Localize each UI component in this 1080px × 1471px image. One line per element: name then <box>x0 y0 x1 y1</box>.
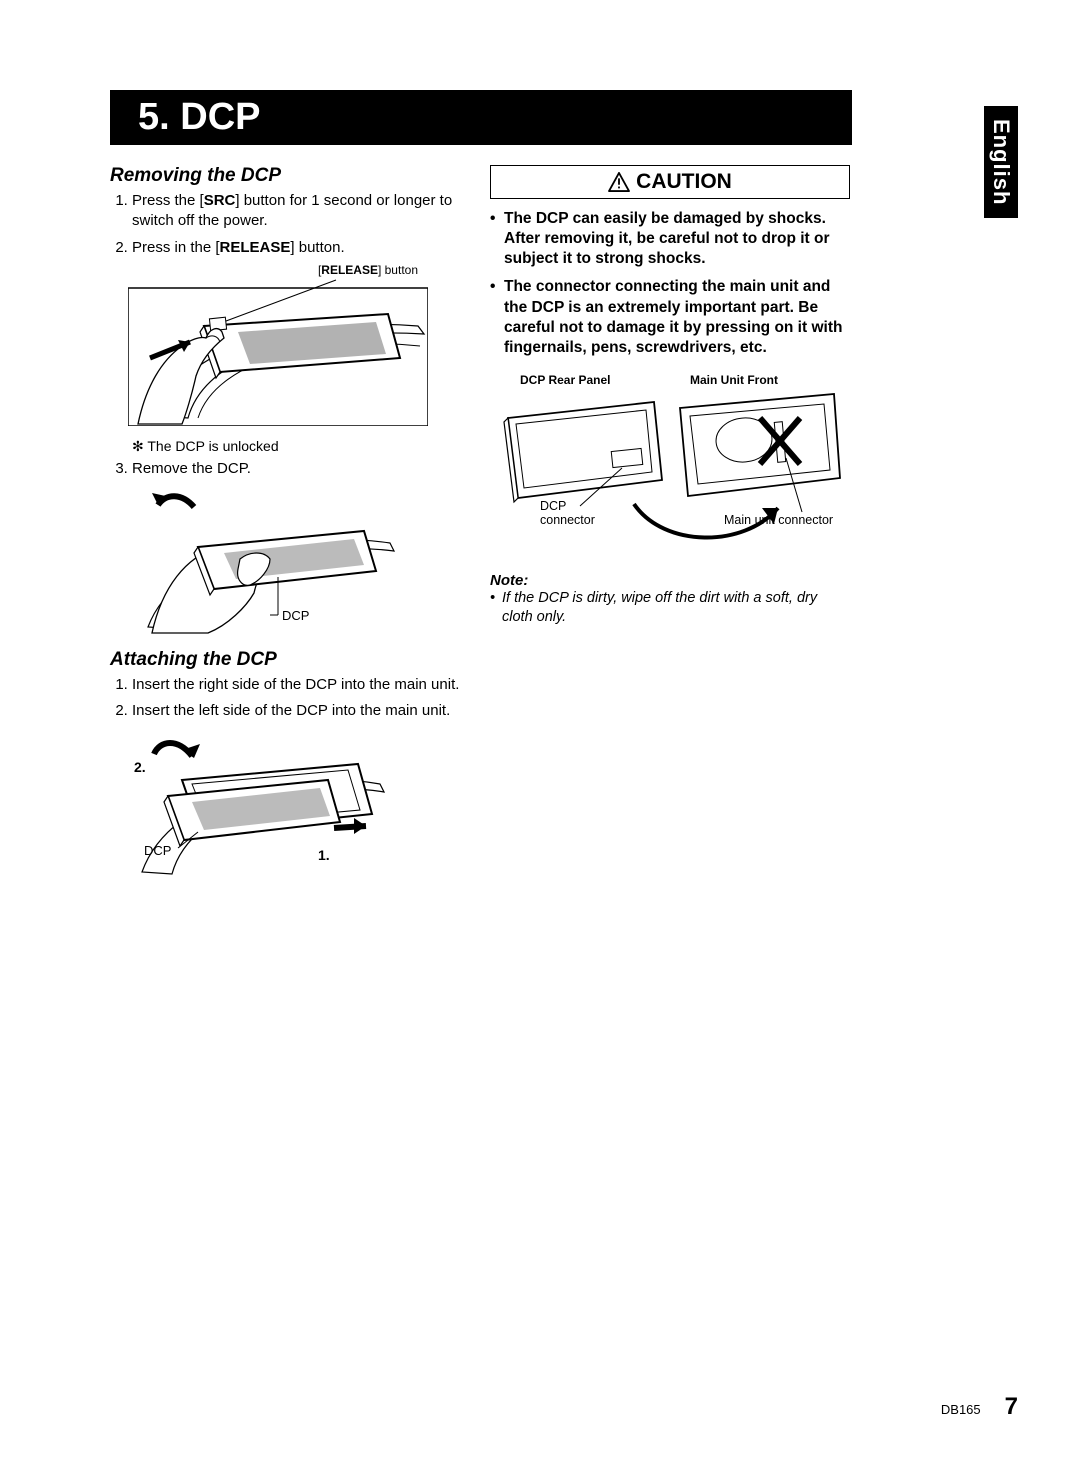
att-step-2: Insert the left side of the DCP into the… <box>132 701 460 721</box>
section-header: 5. DCP <box>110 90 852 145</box>
attaching-steps: Insert the right side of the DCP into th… <box>110 675 460 722</box>
page-number: 7 <box>1005 1393 1018 1421</box>
removing-steps: Press the [SRC] button for 1 second or l… <box>110 191 460 258</box>
caution-list: The DCP can easily be damaged by shocks.… <box>490 209 850 358</box>
caution-item-1: The DCP can easily be damaged by shocks.… <box>490 209 850 269</box>
rear-panel-label: DCP Rear Panel <box>520 374 611 387</box>
note-body: If the DCP is dirty, wipe off the dirt w… <box>490 589 850 627</box>
step-1: Press the [SRC] button for 1 second or l… <box>132 191 460 232</box>
caution-item-2: The connector connecting the main unit a… <box>490 277 850 358</box>
right-column: CAUTION The DCP can easily be damaged by… <box>490 165 850 892</box>
step-2: Press in the [RELEASE] button. <box>132 238 460 258</box>
att-step-1: Insert the right side of the DCP into th… <box>132 675 460 695</box>
release-illustration <box>128 266 428 426</box>
fig3-num2: 2. <box>134 760 146 775</box>
figure-release: [RELEASE] button <box>128 266 428 426</box>
page-content: 5. DCP Removing the DCP Press the [SRC] … <box>0 0 1080 1471</box>
remove-illustration <box>128 487 398 637</box>
text: ] button. <box>290 239 344 256</box>
release-label: RELEASE <box>321 263 378 277</box>
src-label: SRC <box>204 192 236 209</box>
text: Press the [ <box>132 192 204 209</box>
dcp-label: DCP <box>282 609 309 623</box>
unlocked-note: ✻ The DCP is unlocked <box>132 438 460 455</box>
dcp-connector-label: DCP connector <box>540 500 610 528</box>
step-3: Remove the DCP. <box>132 459 460 479</box>
text: ] button <box>378 263 418 277</box>
model-code: DB165 <box>941 1402 981 1417</box>
note-item: If the DCP is dirty, wipe off the dirt w… <box>490 589 850 627</box>
connector-illustration <box>494 388 844 578</box>
warning-icon <box>608 172 630 192</box>
page-footer: DB165 7 <box>941 1393 1018 1421</box>
left-column: Removing the DCP Press the [SRC] button … <box>110 165 460 892</box>
removing-heading: Removing the DCP <box>110 165 460 187</box>
removing-step3: Remove the DCP. <box>110 459 460 479</box>
figure-attach: 2. 1. DCP <box>128 730 388 880</box>
figure-connectors: DCP Rear Panel Main Unit Front <box>494 374 844 564</box>
release-label: RELEASE <box>220 239 291 256</box>
main-connector-label: Main unit connector <box>724 514 833 528</box>
caution-label: CAUTION <box>636 170 732 194</box>
fig3-dcp-label: DCP <box>144 844 171 858</box>
text: Press in the [ <box>132 239 220 256</box>
caution-header: CAUTION <box>490 165 850 199</box>
fig3-num1: 1. <box>318 848 330 863</box>
attaching-heading: Attaching the DCP <box>110 649 460 671</box>
figure-remove: DCP <box>128 487 398 637</box>
main-front-label: Main Unit Front <box>690 374 778 387</box>
